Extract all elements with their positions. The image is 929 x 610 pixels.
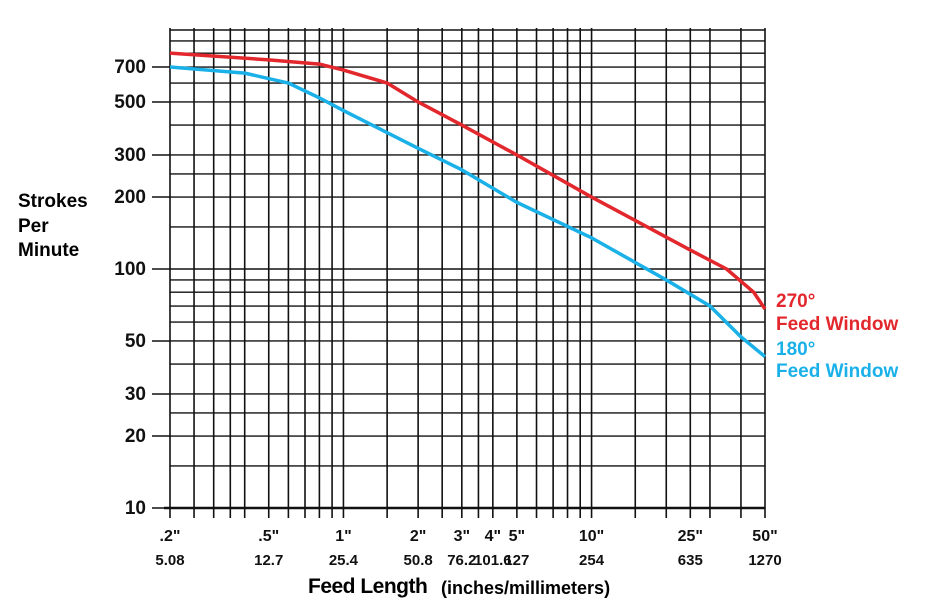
x-axis-label: Feed Length — [308, 575, 428, 598]
series-line — [169, 65, 767, 358]
y-tick-label: 300 — [114, 145, 146, 166]
y-tick-label: 10 — [125, 498, 146, 519]
y-tick-label: 200 — [114, 187, 146, 208]
x-axis-units: (inches/millimeters) — [441, 578, 611, 598]
x-tick-label: 50" — [752, 528, 777, 545]
x-tick-label: 5" — [509, 528, 525, 545]
x-tick-label-mm: 12.7 — [254, 552, 283, 569]
x-tick-label-mm: 127 — [504, 552, 529, 569]
x-tick-label: 3" — [454, 528, 470, 545]
x-tick-label: 4" — [485, 528, 501, 545]
x-tick-label-mm: 635 — [678, 552, 703, 569]
x-tick-label-mm: 50.8 — [404, 552, 433, 569]
x-tick-label-mm: 254 — [579, 552, 605, 569]
x-tick-label-mm: 25.4 — [329, 552, 359, 569]
x-tick-label: 10" — [579, 528, 604, 545]
legend-label: 180° Feed Window — [776, 338, 899, 383]
x-tick-label-mm: 101.6 — [474, 552, 512, 569]
x-tick-label: 1" — [335, 528, 351, 545]
series-line — [169, 51, 767, 311]
x-tick-label: 25" — [678, 528, 703, 545]
y-tick-label: 700 — [114, 57, 146, 78]
y-tick-label: 50 — [125, 331, 146, 352]
y-tick-label: 30 — [125, 384, 146, 405]
x-tick-label-mm: 1270 — [748, 552, 781, 569]
x-tick-label: .5" — [258, 528, 279, 545]
x-tick-label-mm: 5.08 — [155, 552, 184, 569]
y-tick-label: 500 — [114, 92, 146, 113]
x-tick-label-mm: 76.2 — [447, 552, 476, 569]
y-tick-label: 100 — [114, 259, 146, 280]
legend-label: 270° Feed Window — [776, 291, 899, 335]
x-tick-label: 2" — [410, 528, 426, 545]
y-axis-label: Strokes Per Minute — [18, 191, 88, 262]
x-tick-label: .2" — [160, 528, 181, 545]
y-tick-label: 20 — [125, 426, 146, 447]
